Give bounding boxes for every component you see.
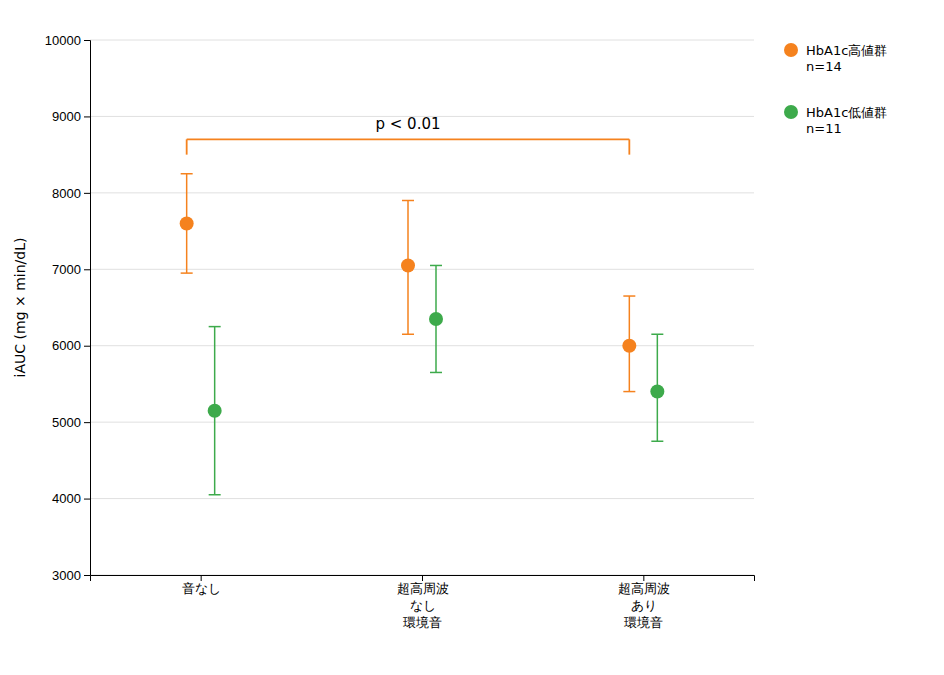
y-axis-line — [84, 41, 91, 576]
error-cap — [181, 173, 193, 175]
point — [401, 258, 415, 272]
error-cap — [402, 334, 414, 336]
y-tick-mark — [84, 40, 90, 41]
grid — [90, 40, 754, 575]
x-tick: 超高周波なし環境音 — [397, 575, 449, 630]
y-tick-mark — [84, 346, 90, 347]
x-tick-label-line: 音なし — [182, 581, 221, 596]
grid-line — [90, 345, 754, 346]
y-tick-mark — [84, 193, 90, 194]
x-tick: 超高周波あり環境音 — [618, 575, 670, 630]
x-tick-label: 超高周波あり環境音 — [618, 581, 670, 630]
x-tick-label-line: 超高周波 — [397, 581, 449, 596]
error-cap — [209, 494, 221, 496]
y-tick-label: 8000 — [52, 186, 81, 201]
error-cap — [623, 295, 635, 297]
error-cap — [651, 441, 663, 443]
y-tick: 4000 — [52, 491, 90, 506]
x-axis-line — [91, 576, 755, 582]
x-tick-mark — [201, 575, 202, 581]
bracket-leg — [186, 139, 188, 154]
y-tick-mark — [84, 116, 90, 117]
grid-line — [90, 192, 754, 193]
y-tick: 3000 — [52, 568, 90, 583]
legend-symbol — [784, 105, 798, 119]
bracket — [187, 139, 630, 154]
marks — [180, 139, 665, 494]
x-tick-label-line: なし — [410, 598, 436, 613]
x-tick-label-line: 環境音 — [403, 615, 442, 630]
error-cap — [430, 372, 442, 374]
x-tick-label: 音なし — [182, 581, 221, 596]
y-tick-label: 3000 — [52, 568, 81, 583]
annotation-text: p < 0.01 — [375, 115, 440, 133]
y-tick: 5000 — [52, 415, 90, 430]
legend-entry: HbA1c高値群n=14 — [784, 43, 887, 75]
y-tick-label: 4000 — [52, 491, 81, 506]
error-cap — [651, 334, 663, 336]
legend-label-line: n=11 — [806, 121, 842, 136]
legend-entry: HbA1c低値群n=11 — [784, 105, 887, 137]
x-tick-mark — [422, 575, 423, 581]
x-tick-label-line: 超高周波 — [618, 581, 670, 596]
y-tick-label: 7000 — [52, 262, 81, 277]
point — [208, 404, 222, 418]
point — [650, 385, 664, 399]
legend-label: HbA1c高値群n=14 — [806, 43, 887, 75]
chart-svg: 3000 4000 5000 6000 7000 8000 9000 10000 音なし 超高周波… — [0, 0, 944, 675]
y-tick-mark — [84, 575, 90, 576]
legend-label-line: HbA1c低値群 — [806, 105, 887, 120]
x-tick-label: 超高周波なし環境音 — [397, 581, 449, 630]
annotations: p < 0.01 — [375, 115, 440, 133]
legend: HbA1c高値群n=14 HbA1c低値群n=11 — [784, 43, 887, 137]
y-tick: 7000 — [52, 262, 90, 277]
x-tick-label-line: あり — [631, 598, 657, 613]
point — [180, 216, 194, 230]
series — [208, 265, 665, 494]
legend-label-line: n=14 — [806, 59, 842, 74]
bracket-top — [187, 138, 630, 140]
point — [622, 339, 636, 353]
y-tick-mark — [84, 422, 90, 423]
y-tick: 8000 — [52, 186, 90, 201]
x-tick-mark — [643, 575, 644, 581]
y-axis-title: iAUC (mg × min/dL) — [12, 238, 28, 378]
y-tick-label: 5000 — [52, 415, 81, 430]
x-axis: 音なし超高周波なし環境音超高周波あり環境音 — [91, 575, 755, 630]
grid-line — [90, 40, 754, 41]
x-tick: 音なし — [182, 575, 221, 596]
error-cap — [402, 200, 414, 202]
grid-line — [90, 269, 754, 270]
x-tick-label-line: 環境音 — [624, 615, 663, 630]
plot: 3000 4000 5000 6000 7000 8000 9000 10000 音なし 超高周波… — [12, 33, 755, 630]
point — [429, 312, 443, 326]
y-tick: 6000 — [52, 338, 90, 353]
y-tick-mark — [84, 499, 90, 500]
grid-line — [90, 422, 754, 423]
bracket-leg — [628, 139, 630, 154]
legend-symbol — [784, 43, 798, 57]
series — [180, 174, 637, 392]
y-tick-label: 10000 — [45, 33, 81, 48]
error-cap — [430, 265, 442, 267]
error-cap — [181, 272, 193, 274]
y-tick: 9000 — [52, 109, 90, 124]
y-axis: 3000 4000 5000 6000 7000 8000 9000 10000 — [45, 33, 91, 583]
grid-line — [90, 498, 754, 499]
error-cap — [623, 391, 635, 393]
legend-label: HbA1c低値群n=11 — [806, 105, 887, 137]
y-tick-mark — [84, 269, 90, 270]
legend-label-line: HbA1c高値群 — [806, 43, 887, 58]
y-tick-label: 9000 — [52, 109, 81, 124]
y-tick-label: 6000 — [52, 338, 81, 353]
y-tick: 10000 — [45, 33, 90, 48]
error-cap — [209, 326, 221, 328]
